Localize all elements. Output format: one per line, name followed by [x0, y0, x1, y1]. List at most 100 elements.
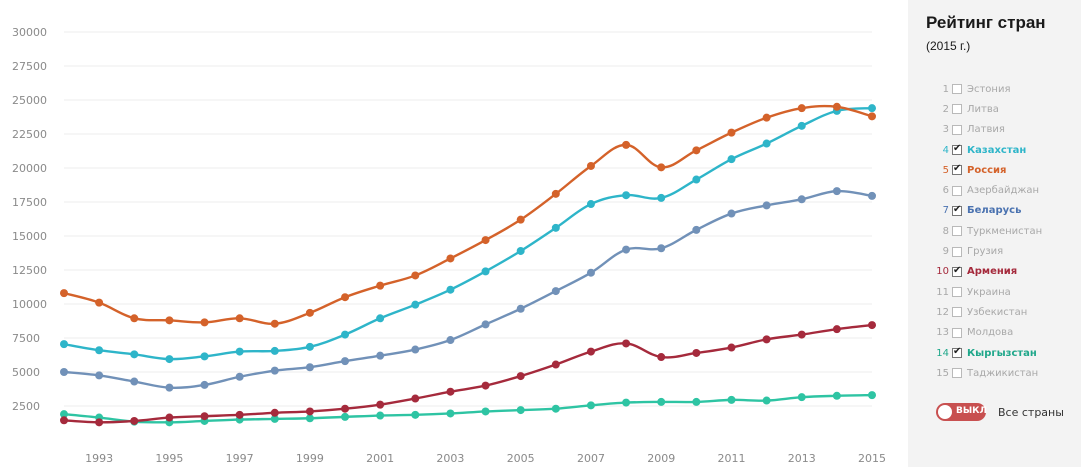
country-item[interactable]: 14 Кыргызстан: [926, 343, 1081, 363]
country-rank: 2: [942, 103, 949, 115]
country-name: Литва: [967, 103, 999, 115]
data-point: [516, 246, 525, 255]
country-rank: 5: [942, 164, 949, 176]
country-checkbox[interactable]: [952, 265, 962, 277]
data-point: [165, 383, 174, 392]
country-rank: 3: [942, 124, 949, 136]
country-item[interactable]: 12 Узбекистан: [926, 302, 1081, 322]
country-item[interactable]: 5 Россия: [926, 160, 1081, 180]
chart-svg: 2500 5000 7500 10000 12500 15000 17500 20000 225…: [12, 26, 886, 465]
data-point: [376, 411, 385, 420]
y-tick-label: 15000: [12, 230, 47, 243]
country-checkbox[interactable]: [952, 163, 962, 176]
country-item[interactable]: 15 Таджикистан: [926, 363, 1081, 383]
data-point: [727, 343, 736, 352]
country-checkbox[interactable]: [952, 124, 962, 135]
data-point: [446, 387, 455, 396]
data-point: [551, 223, 560, 232]
data-point: [868, 391, 876, 400]
data-point: [95, 346, 104, 355]
y-tick-label: 27500: [12, 60, 47, 73]
data-point: [762, 113, 771, 122]
country-checkbox[interactable]: [952, 185, 962, 196]
data-point: [200, 380, 209, 389]
data-point: [727, 155, 736, 164]
country-item[interactable]: 9 Грузия: [926, 241, 1081, 261]
data-point: [235, 410, 244, 419]
data-point: [376, 314, 385, 323]
toggle-label: ВЫКЛ: [956, 406, 988, 416]
x-tick-label: 2005: [507, 452, 535, 465]
country-rank: 12: [936, 306, 949, 318]
data-point: [727, 395, 736, 404]
data-point: [411, 300, 420, 309]
country-item[interactable]: 7 Беларусь: [926, 201, 1081, 221]
country-item[interactable]: 6 Азербайджан: [926, 180, 1081, 200]
data-point: [411, 410, 420, 419]
country-checkbox[interactable]: [952, 143, 962, 156]
country-checkbox[interactable]: [952, 204, 962, 216]
country-item[interactable]: 10 Армения: [926, 262, 1081, 282]
data-point: [868, 112, 876, 121]
data-point: [376, 400, 385, 409]
country-checkbox[interactable]: [952, 84, 962, 95]
data-point: [341, 404, 350, 413]
x-tick-label: 1995: [155, 452, 183, 465]
country-checkbox[interactable]: [952, 346, 962, 358]
country-list: 1 Эстония 2 Литва 3 Латвия 4 Казахстан 5 Россия 6 А…: [926, 79, 1081, 383]
data-point: [657, 244, 666, 253]
country-item[interactable]: 1 Эстония: [926, 79, 1081, 99]
data-point: [657, 397, 666, 406]
country-item[interactable]: 2 Литва: [926, 99, 1081, 119]
x-tick-label: 2011: [717, 452, 745, 465]
country-checkbox[interactable]: [952, 327, 962, 338]
data-point: [832, 325, 841, 334]
all-countries-toggle[interactable]: ВЫКЛ: [936, 403, 988, 421]
country-checkbox[interactable]: [952, 246, 962, 257]
data-point: [516, 406, 525, 415]
panel-year: (2015 г.): [926, 39, 971, 53]
data-point: [60, 410, 68, 419]
country-item[interactable]: 13 Молдова: [926, 323, 1081, 343]
country-rank: 15: [936, 367, 949, 379]
y-tick-label: 17500: [12, 196, 47, 209]
country-checkbox[interactable]: [952, 307, 962, 318]
data-point: [341, 330, 350, 339]
country-item[interactable]: 4 Казахстан: [926, 140, 1081, 160]
country-checkbox[interactable]: [952, 287, 962, 298]
country-checkbox[interactable]: [952, 368, 962, 379]
data-point: [762, 396, 771, 405]
data-point: [657, 193, 666, 202]
data-point: [60, 289, 68, 298]
country-item[interactable]: 11 Украина: [926, 282, 1081, 302]
data-point: [270, 366, 279, 375]
country-rank: 4: [942, 144, 949, 156]
data-point: [305, 407, 314, 416]
data-point: [692, 225, 701, 234]
y-tick-label: 2500: [12, 400, 40, 413]
series-line: [63, 323, 873, 424]
country-rank: 9: [942, 246, 949, 258]
country-item[interactable]: 8 Туркменистан: [926, 221, 1081, 241]
data-point: [797, 121, 806, 130]
data-point: [797, 330, 806, 339]
data-point: [165, 316, 174, 325]
country-rank: 10: [936, 266, 949, 278]
data-point: [551, 189, 560, 198]
data-point: [411, 394, 420, 403]
country-name: Кыргызстан: [967, 347, 1037, 359]
data-point: [868, 104, 876, 113]
data-point: [446, 409, 455, 418]
country-checkbox[interactable]: [952, 104, 962, 115]
data-point: [270, 414, 279, 423]
country-checkbox[interactable]: [952, 226, 962, 237]
data-point: [95, 371, 104, 380]
data-point: [516, 304, 525, 313]
country-name: Азербайджан: [967, 185, 1040, 197]
country-item[interactable]: 3 Латвия: [926, 120, 1081, 140]
all-countries-label: Все страны: [998, 405, 1064, 419]
data-point: [832, 391, 841, 400]
data-point: [446, 254, 455, 263]
data-point: [551, 404, 560, 413]
data-point: [270, 408, 279, 417]
